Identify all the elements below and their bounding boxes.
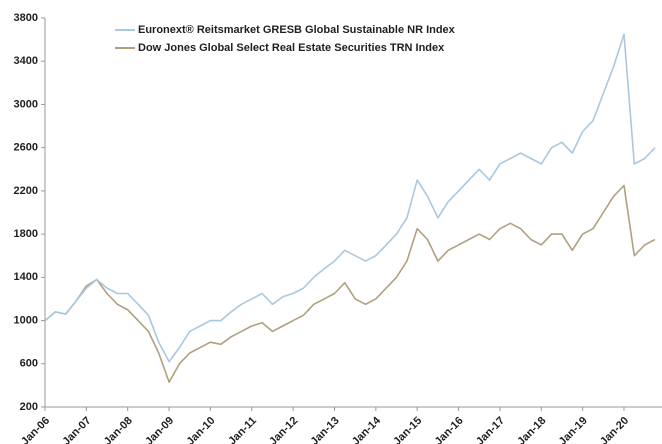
x-tick-label: Jan-20	[598, 415, 631, 444]
y-tick-label: 3800	[14, 12, 38, 24]
y-tick-label: 1000	[14, 314, 38, 326]
x-tick-label: Jan-15	[391, 415, 424, 444]
legend-label: Dow Jones Global Select Real Estate Secu…	[138, 42, 445, 54]
y-tick-label: 3400	[14, 55, 38, 67]
y-tick-label: 2200	[14, 185, 38, 197]
y-tick-label: 600	[20, 358, 38, 370]
x-tick-label: Jan-07	[60, 415, 93, 444]
x-tick-label: Jan-10	[184, 415, 217, 444]
x-tick-label: Jan-16	[433, 415, 466, 444]
y-tick-label: 2600	[14, 142, 38, 154]
x-tick-label: Jan-17	[474, 415, 507, 444]
x-tick-label: Jan-14	[350, 414, 384, 444]
series-line	[44, 33, 656, 363]
y-tick-label: 1400	[14, 271, 38, 283]
legend-label: Euronext® Reitsmarket GRESB Global Susta…	[138, 24, 456, 36]
x-tick-label: Jan-11	[226, 415, 259, 444]
x-tick-label: Jan-18	[515, 415, 548, 444]
x-tick-label: Jan-12	[267, 415, 300, 444]
y-tick-label: 3000	[14, 98, 38, 110]
y-tick-label: 1800	[14, 228, 38, 240]
y-tick-label: 200	[20, 401, 38, 413]
x-tick-label: Jan-08	[102, 415, 135, 444]
x-tick-label: Jan-19	[557, 415, 590, 444]
x-tick-label: Jan-09	[143, 415, 176, 444]
series-line	[44, 184, 656, 383]
x-tick-label: Jan-13	[309, 415, 342, 444]
x-tick-label: Jan-06	[19, 415, 52, 444]
